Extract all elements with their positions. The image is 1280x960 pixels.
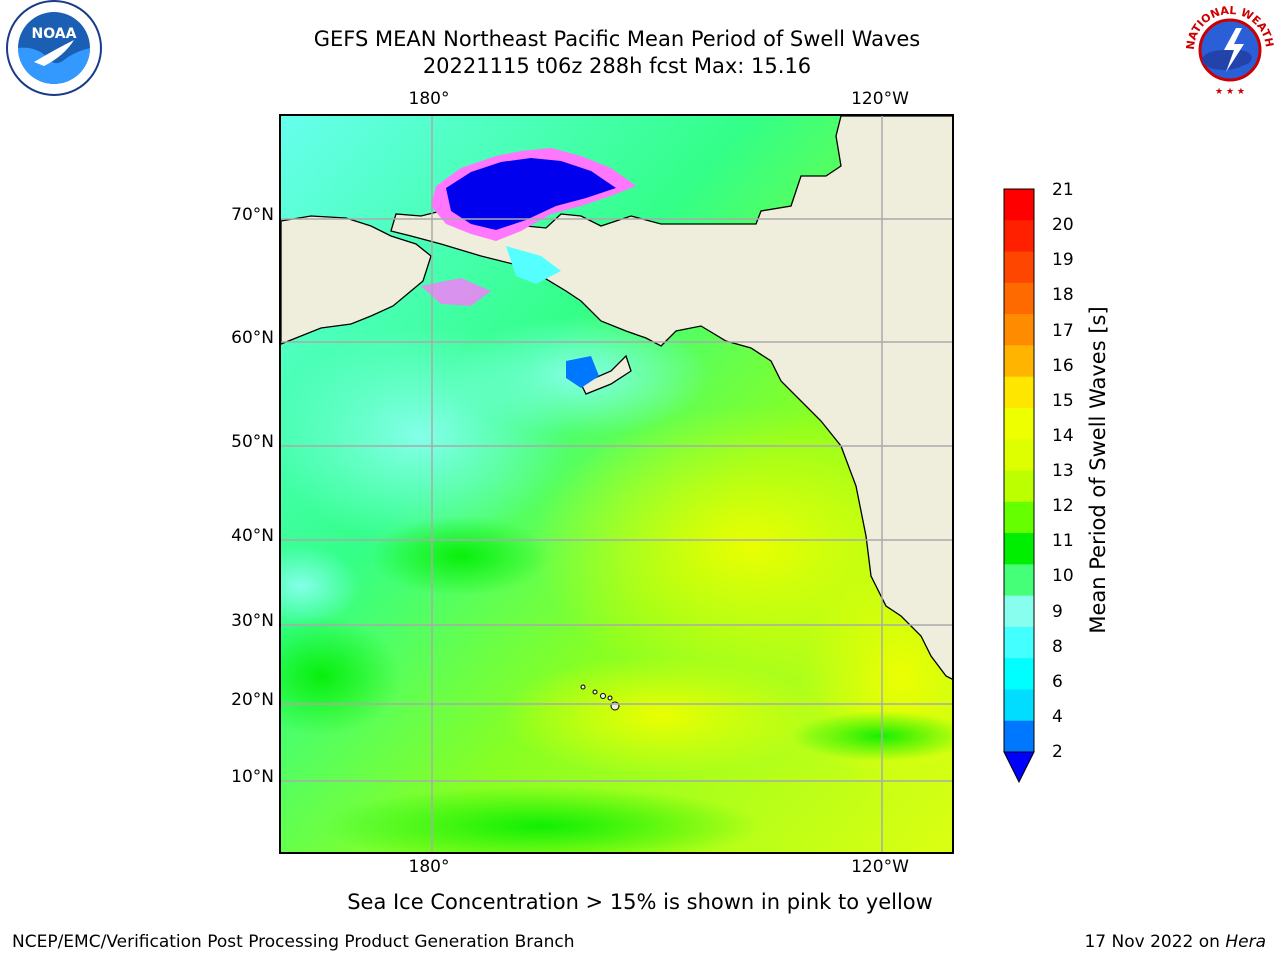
colorbar-tick: 17 <box>1052 320 1074 341</box>
colorbar-segment <box>1004 407 1034 440</box>
colorbar-tick: 14 <box>1052 425 1074 446</box>
colorbar-segment <box>1004 439 1034 471</box>
bottom-lon-tick-120w: 120°W <box>851 857 909 877</box>
nws-logo: NATIONAL WEATHER SERVICE ★ ★ ★ <box>1176 0 1280 106</box>
footer-date-text: 17 Nov 2022 on <box>1084 932 1226 952</box>
lat-tick-20n: 20°N <box>231 690 274 710</box>
colorbar-segment <box>1004 345 1034 378</box>
chart-subtitle: 20221115 t06z 288h fcst Max: 15.16 <box>422 54 812 78</box>
map-panel <box>279 114 954 854</box>
colorbar-segment <box>1004 282 1034 315</box>
colorbar-extend-arrow <box>1003 751 1035 784</box>
graticule <box>281 116 952 852</box>
colorbar-segment <box>1004 533 1034 565</box>
svg-text:★ ★ ★: ★ ★ ★ <box>1215 87 1245 97</box>
colorbar-segment <box>1004 689 1034 722</box>
chart-title: GEFS MEAN Northeast Pacific Mean Period … <box>313 27 921 51</box>
colorbar-segment <box>1004 626 1034 659</box>
hawaii-islands <box>580 684 620 711</box>
colorbar-tick: 20 <box>1052 215 1074 236</box>
siberia-land <box>281 215 432 345</box>
colorbar-tick: 2 <box>1052 742 1063 762</box>
colorbar-segment <box>1004 470 1034 503</box>
colorbar-segment <box>1004 376 1034 409</box>
lat-tick-50n: 50°N <box>231 432 274 452</box>
colorbar-tick: 8 <box>1052 636 1063 657</box>
colorbar-tick: 16 <box>1052 355 1074 376</box>
lat-tick-60n: 60°N <box>231 328 274 348</box>
colorbar-segment <box>1004 220 1034 253</box>
colorbar-segment <box>1004 251 1034 284</box>
colorbar-tick: 4 <box>1052 706 1063 727</box>
colorbar-tick: 10 <box>1052 566 1074 587</box>
lat-tick-40n: 40°N <box>231 526 274 546</box>
colorbar-label: Mean Period of Swell Waves [s] <box>1086 306 1110 634</box>
colorbar-tick: 9 <box>1052 601 1063 622</box>
colorbar-tick: 21 <box>1052 180 1074 200</box>
colorbar-tick: 12 <box>1052 496 1074 517</box>
colorbar-tick: 18 <box>1052 285 1074 306</box>
colorbar <box>1003 188 1035 788</box>
noaa-logo: NOAA <box>4 0 104 104</box>
colorbar-scale <box>1003 188 1035 784</box>
colorbar-segment <box>1004 595 1034 628</box>
top-lon-tick-120w: 120°W <box>851 89 909 109</box>
footer-credit: NCEP/EMC/Verification Post Processing Pr… <box>12 932 575 952</box>
colorbar-segment <box>1004 501 1034 534</box>
colorbar-segment <box>1004 720 1034 753</box>
colorbar-tick: 11 <box>1052 531 1074 552</box>
bottom-lon-tick-180: 180° <box>408 857 450 877</box>
footer-host: Hera <box>1225 932 1266 952</box>
colorbar-tick: 13 <box>1052 461 1074 481</box>
sea-ice-core <box>446 158 616 230</box>
colorbar-tick: 15 <box>1052 390 1074 411</box>
lat-tick-70n: 70°N <box>231 205 274 225</box>
colorbar-segment <box>1004 314 1034 346</box>
colorbar-segment <box>1004 564 1034 597</box>
colorbar-segment <box>1004 658 1034 690</box>
colorbar-segment <box>1004 189 1034 221</box>
colorbar-tick: 6 <box>1052 671 1063 692</box>
swell-period-map <box>281 116 952 852</box>
lat-tick-30n: 30°N <box>231 611 274 631</box>
noaa-logo-text: NOAA <box>32 26 77 42</box>
footer-date: 17 Nov 2022 on Hera <box>1084 932 1266 952</box>
lat-tick-10n: 10°N <box>231 767 274 787</box>
colorbar-tick: 19 <box>1052 250 1074 271</box>
sea-ice-note: Sea Ice Concentration > 15% is shown in … <box>347 890 933 914</box>
top-lon-tick-180: 180° <box>408 89 450 109</box>
